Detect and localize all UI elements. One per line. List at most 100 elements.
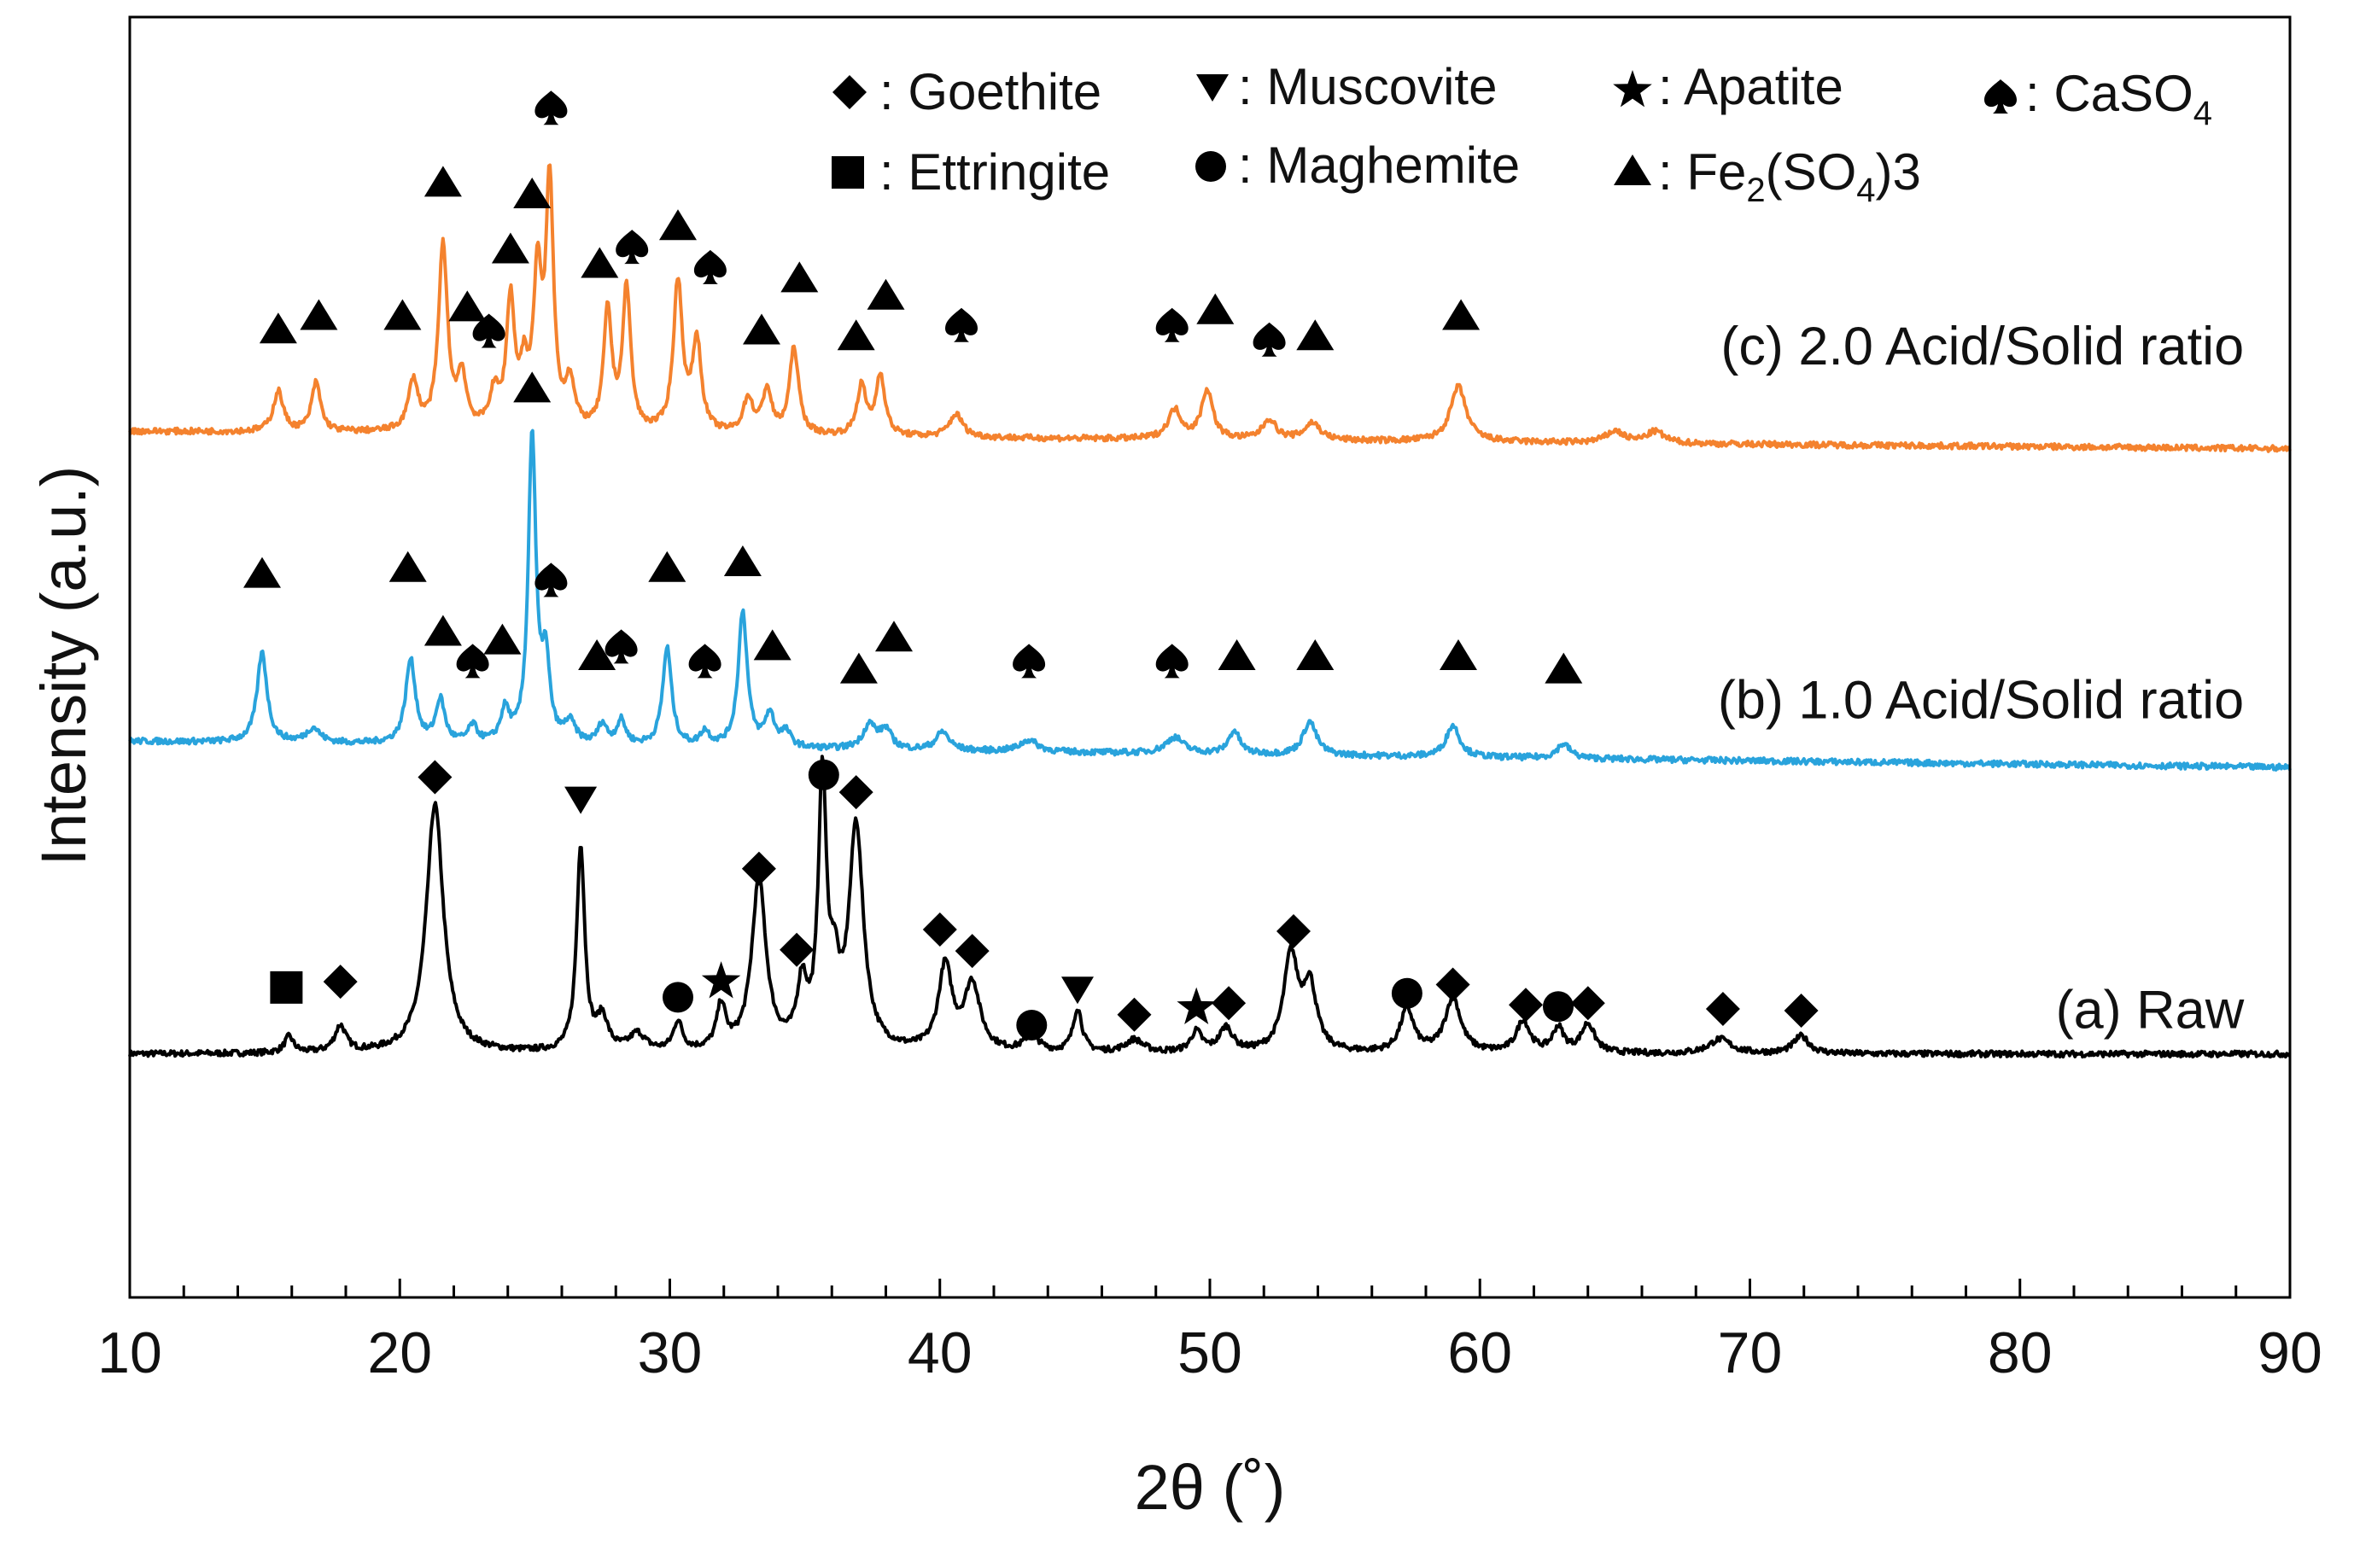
phase-marker-tri-up-icon bbox=[300, 299, 338, 330]
phase-marker-star-icon bbox=[701, 961, 741, 999]
phase-marker-spade-icon bbox=[1155, 644, 1189, 679]
series-line-1-0-ratio bbox=[128, 428, 2292, 772]
x-tick-label-50: 50 bbox=[1177, 1320, 1242, 1385]
phase-marker-tri-up-icon bbox=[513, 178, 552, 208]
x-tick-label-80: 80 bbox=[1988, 1320, 2053, 1385]
legend-maghemite-text: : Maghemite bbox=[1238, 137, 1520, 194]
phase-marker-circle-icon bbox=[808, 759, 839, 790]
caso4-spade-icon bbox=[1984, 79, 2017, 114]
phase-marker-tri-up-icon bbox=[448, 290, 487, 322]
phase-marker-star-icon bbox=[1177, 987, 1216, 1024]
phase-marker-diamond-icon bbox=[1570, 986, 1605, 1021]
fe2so43-triangle-up-icon bbox=[1614, 154, 1651, 185]
goethite-diamond-icon bbox=[832, 75, 867, 109]
phase-marker-tri-down-icon bbox=[564, 786, 598, 814]
legend-fe2so43-text: : Fe2(SO4)3 bbox=[1658, 143, 1921, 209]
phase-marker-square-icon bbox=[270, 971, 303, 1004]
phase-marker-circle-icon bbox=[1543, 991, 1574, 1023]
phase-marker-tri-up-icon bbox=[388, 551, 427, 582]
phase-marker-diamond-icon bbox=[1705, 992, 1740, 1026]
phase-marker-diamond-icon bbox=[741, 851, 776, 886]
phase-marker-diamond-icon bbox=[418, 760, 453, 795]
phase-marker-diamond-icon bbox=[955, 934, 990, 969]
phase-marker-tri-up-icon bbox=[243, 557, 281, 588]
series-label-raw: (a) Raw bbox=[2056, 980, 2245, 1040]
phase-marker-tri-up-icon bbox=[581, 247, 619, 278]
phase-marker-spade-icon bbox=[534, 90, 568, 125]
x-tick-label-10: 10 bbox=[97, 1320, 162, 1385]
x-tick-label-70: 70 bbox=[1718, 1320, 1783, 1385]
legend-entry-muscovite: : Muscovite bbox=[1196, 58, 1497, 115]
phase-marker-tri-up-icon bbox=[875, 621, 913, 652]
ettringite-square-icon bbox=[832, 156, 864, 189]
phase-marker-circle-icon bbox=[1016, 1010, 1048, 1040]
legend-entry-ettringite: : Ettringite bbox=[832, 143, 1110, 201]
phase-marker-tri-up-icon bbox=[1440, 639, 1477, 670]
phase-marker-circle-icon bbox=[663, 982, 693, 1013]
phase-marker-tri-up-icon bbox=[1442, 299, 1481, 330]
series-layer bbox=[128, 163, 2292, 1059]
legend-entry-maghemite: : Maghemite bbox=[1195, 137, 1520, 194]
series-labels: (a) Raw (b) 1.0 Acid/Solid ratio (c) 2.0… bbox=[1718, 317, 2245, 1040]
phase-marker-spade-icon bbox=[1253, 322, 1286, 357]
legend-ettringite-text: : Ettringite bbox=[879, 143, 1110, 201]
phase-marker-tri-up-icon bbox=[491, 232, 529, 264]
phase-marker-tri-up-icon bbox=[259, 312, 297, 344]
phase-marker-tri-up-icon bbox=[423, 615, 462, 646]
series-line-2-0-ratio bbox=[128, 163, 2292, 453]
x-tick-label-90: 90 bbox=[2258, 1320, 2322, 1385]
phase-marker-tri-up-icon bbox=[723, 545, 762, 576]
phase-marker-tri-up-icon bbox=[513, 371, 552, 403]
legend-entry-apatite: : Apatite bbox=[1613, 58, 1843, 115]
plot-frame bbox=[128, 15, 2292, 1299]
y-axis-label: Intensity (a.u.) bbox=[28, 466, 99, 866]
phase-marker-diamond-icon bbox=[1509, 988, 1543, 1023]
x-axis-label: 2θ (˚) bbox=[1135, 1452, 1286, 1523]
series-label-1-0-ratio: (b) 1.0 Acid/Solid ratio bbox=[1718, 670, 2244, 730]
phase-marker-diamond-icon bbox=[323, 965, 358, 1000]
phase-marker-tri-up-icon bbox=[1296, 319, 1335, 351]
phase-marker-spade-icon bbox=[1155, 307, 1189, 342]
phase-marker-diamond-icon bbox=[780, 932, 815, 967]
phase-marker-layer bbox=[243, 90, 1819, 1040]
phase-marker-spade-icon bbox=[616, 230, 649, 265]
legend-apatite-text: : Apatite bbox=[1658, 58, 1843, 115]
legend: : Goethite : Muscovite : Apatite : CaSO4… bbox=[832, 58, 2212, 209]
phase-marker-tri-up-icon bbox=[483, 623, 522, 655]
phase-marker-diamond-icon bbox=[838, 775, 873, 810]
phase-marker-tri-up-icon bbox=[743, 313, 780, 345]
maghemite-circle-icon bbox=[1195, 151, 1226, 182]
phase-marker-diamond-icon bbox=[1212, 986, 1247, 1021]
phase-marker-circle-icon bbox=[1391, 977, 1422, 1009]
legend-muscovite-text: : Muscovite bbox=[1238, 58, 1497, 115]
apatite-star-icon bbox=[1613, 70, 1652, 108]
legend-caso4-text: : CaSO4 bbox=[2025, 65, 2212, 132]
phase-marker-tri-up-icon bbox=[1296, 639, 1335, 670]
phase-marker-diamond-icon bbox=[1784, 994, 1819, 1028]
x-tick-label-40: 40 bbox=[908, 1320, 973, 1385]
phase-marker-tri-up-icon bbox=[1545, 652, 1583, 684]
x-tick-label-20: 20 bbox=[367, 1320, 432, 1385]
series-label-2-0-ratio: (c) 2.0 Acid/Solid ratio bbox=[1720, 317, 2244, 376]
phase-marker-tri-up-icon bbox=[1218, 639, 1256, 670]
legend-entry-caso4: : CaSO4 bbox=[1984, 65, 2212, 132]
phase-marker-tri-up-icon bbox=[423, 166, 462, 197]
phase-marker-spade-icon bbox=[1013, 644, 1046, 679]
phase-marker-spade-icon bbox=[605, 629, 638, 664]
phase-marker-spade-icon bbox=[688, 644, 721, 679]
phase-marker-diamond-icon bbox=[922, 912, 957, 947]
phase-marker-tri-up-icon bbox=[383, 299, 422, 330]
phase-marker-tri-up-icon bbox=[839, 652, 878, 684]
phase-marker-tri-up-icon bbox=[867, 278, 905, 310]
legend-entry-goethite: : Goethite bbox=[832, 63, 1101, 120]
muscovite-triangle-down-icon bbox=[1196, 74, 1229, 102]
phase-marker-spade-icon bbox=[945, 307, 978, 342]
x-axis-ticks: 10 20 30 40 50 60 70 80 90 bbox=[97, 1279, 2322, 1385]
phase-marker-diamond-icon bbox=[1117, 997, 1152, 1032]
phase-marker-tri-down-icon bbox=[1061, 976, 1094, 1005]
x-tick-label-60: 60 bbox=[1447, 1320, 1512, 1385]
legend-goethite-text: : Goethite bbox=[879, 63, 1101, 120]
phase-marker-tri-up-icon bbox=[780, 261, 819, 293]
phase-marker-tri-up-icon bbox=[1196, 293, 1235, 324]
